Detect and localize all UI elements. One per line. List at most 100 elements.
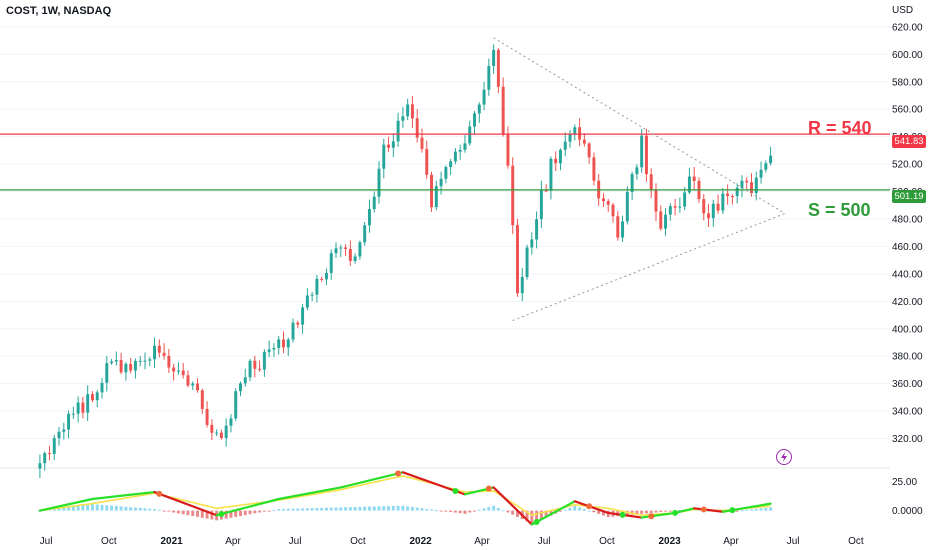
histogram-bar bbox=[110, 505, 114, 511]
candle-body bbox=[692, 176, 696, 181]
histogram-bar bbox=[248, 510, 252, 515]
candle-body bbox=[573, 127, 577, 134]
candle-body bbox=[463, 143, 467, 150]
histogram-bar bbox=[740, 510, 744, 512]
lightning-icon[interactable] bbox=[776, 449, 792, 465]
candle-body bbox=[43, 453, 47, 464]
candle-body bbox=[664, 214, 668, 229]
candle-body bbox=[52, 438, 56, 454]
candle-body bbox=[172, 367, 176, 372]
candle-body bbox=[468, 126, 472, 144]
candle-body bbox=[635, 167, 639, 175]
histogram-bar bbox=[176, 510, 180, 514]
candle-body bbox=[644, 135, 648, 175]
candle-body bbox=[516, 225, 519, 294]
crossover-dot bbox=[156, 490, 163, 497]
candle-body bbox=[511, 165, 515, 226]
candle-body bbox=[301, 307, 305, 325]
candle-body bbox=[162, 352, 166, 356]
candle-body bbox=[616, 216, 620, 238]
candle-body bbox=[678, 206, 682, 208]
histogram-bar bbox=[654, 510, 658, 513]
histogram-bar bbox=[282, 508, 285, 511]
histogram-bar bbox=[191, 510, 195, 516]
candle-body bbox=[124, 363, 128, 373]
histogram-bar bbox=[477, 509, 481, 511]
y-tick-label: 620.00 bbox=[892, 22, 923, 33]
candle-body bbox=[100, 382, 104, 393]
histogram-bar bbox=[425, 508, 429, 511]
candle-body bbox=[315, 278, 319, 295]
histogram-bar bbox=[105, 505, 109, 511]
histogram-bar bbox=[745, 509, 749, 511]
candle-body bbox=[81, 402, 85, 413]
triangle-upper-line bbox=[493, 37, 786, 214]
histogram-bar bbox=[363, 506, 367, 511]
candle-body bbox=[535, 219, 539, 240]
histogram-bar bbox=[578, 507, 582, 511]
histogram-bar bbox=[100, 504, 104, 511]
histogram-bar bbox=[769, 507, 773, 511]
histogram-bar bbox=[148, 508, 152, 511]
resistance-price-tag: 541.83 bbox=[892, 135, 926, 148]
candle-body bbox=[110, 361, 114, 364]
candle-body bbox=[62, 429, 66, 432]
histogram-bar bbox=[172, 510, 176, 513]
histogram-bar bbox=[90, 504, 94, 511]
candle-body bbox=[554, 158, 558, 164]
candle-body bbox=[449, 161, 453, 168]
candle-body bbox=[745, 180, 749, 183]
candle-body bbox=[611, 204, 615, 217]
histogram-bar bbox=[473, 510, 476, 512]
x-tick-label: Jul bbox=[538, 536, 551, 547]
y-tick-label: 380.00 bbox=[892, 352, 923, 363]
x-tick-label: 2022 bbox=[409, 536, 432, 547]
histogram-bar bbox=[496, 507, 500, 511]
candle-body bbox=[716, 203, 720, 211]
histogram-bar bbox=[754, 508, 758, 511]
candle-body bbox=[659, 211, 663, 229]
histogram-bar bbox=[750, 509, 753, 511]
histogram-bar bbox=[200, 510, 204, 518]
candle-body bbox=[582, 139, 586, 144]
macd-line-segment bbox=[277, 486, 342, 501]
histogram-bar bbox=[664, 510, 668, 512]
histogram-bar bbox=[506, 510, 510, 513]
x-tick-label: Apr bbox=[474, 536, 490, 547]
crossover-dot bbox=[218, 510, 225, 517]
histogram-bar bbox=[210, 510, 214, 520]
candle-body bbox=[200, 390, 204, 409]
candle-body bbox=[520, 276, 524, 294]
histogram-bar bbox=[315, 507, 319, 511]
candle-body bbox=[329, 253, 333, 273]
candle-body bbox=[363, 225, 367, 243]
candle-body bbox=[539, 190, 543, 220]
histogram-bar bbox=[544, 510, 548, 518]
x-tick-label: Oct bbox=[848, 536, 864, 547]
macd-line-segment bbox=[215, 497, 280, 517]
candle-body bbox=[473, 113, 476, 127]
histogram-bar bbox=[95, 504, 99, 511]
histogram-bar bbox=[162, 510, 166, 512]
candle-body bbox=[721, 193, 725, 211]
candle-body bbox=[86, 394, 90, 413]
candle-body bbox=[630, 174, 634, 192]
candle-body bbox=[253, 360, 257, 369]
candle-body bbox=[272, 347, 276, 350]
histogram-bar bbox=[229, 510, 233, 518]
candle-body bbox=[668, 206, 672, 215]
candle-body bbox=[764, 163, 768, 170]
histogram-bar bbox=[76, 505, 80, 511]
candle-body bbox=[391, 141, 395, 148]
histogram-bar bbox=[558, 510, 562, 512]
candle-body bbox=[506, 134, 510, 166]
currency-label: USD bbox=[892, 5, 914, 16]
histogram-bar bbox=[320, 507, 324, 511]
histogram-bar bbox=[516, 510, 519, 517]
candle-body bbox=[453, 151, 457, 162]
histogram-bar bbox=[205, 510, 209, 519]
histogram-bar bbox=[133, 507, 137, 511]
candle-body bbox=[377, 168, 381, 197]
y-tick-label: 560.00 bbox=[892, 105, 923, 116]
